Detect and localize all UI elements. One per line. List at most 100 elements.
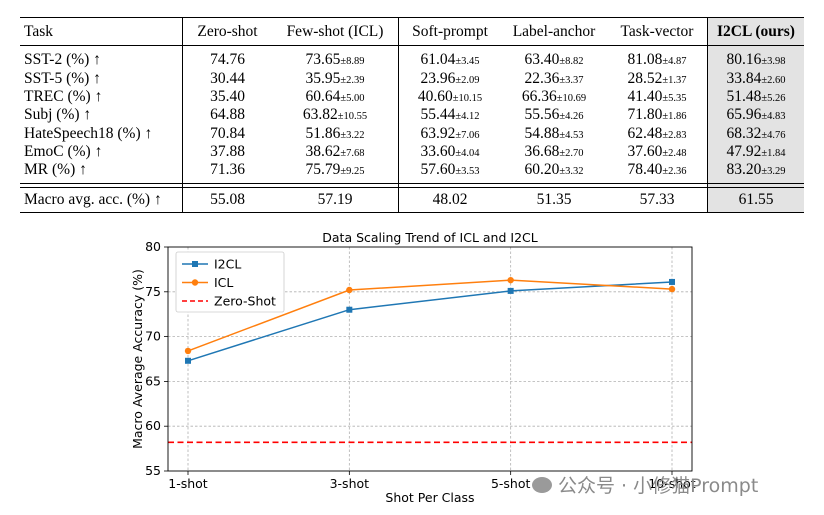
cell-few-shot-pm: ± [340, 74, 347, 86]
cell-label-anchor-std: 3.32 [565, 166, 584, 178]
divider-cell [272, 183, 399, 188]
cell-few-shot-std: 2.39 [346, 74, 365, 86]
cell-task-value: Subj (%) ↑ [24, 106, 92, 124]
cell-soft-prompt: 40.60±10.15 [399, 88, 502, 106]
watermark-text: 公众号 · 小修猫Prompt [558, 475, 759, 497]
cell-task: EmoC (%) ↑ [20, 142, 183, 161]
cell-zero-shot: 35.40 [183, 88, 273, 106]
cell-label-anchor-std: 4.53 [565, 129, 584, 141]
legend-label: ICL [214, 275, 233, 290]
cell-few-shot: 75.79±9.25 [272, 160, 399, 184]
divider-cell [182, 183, 272, 188]
cell-task-value: SST-2 (%) ↑ [24, 51, 101, 69]
cell-few-shot: 51.86±3.22 [272, 124, 399, 143]
cell-task-vector-pm: ± [662, 74, 669, 86]
cell-task-vector-std: 1.86 [668, 111, 687, 123]
cell-few-shot-pm: ± [337, 111, 344, 123]
cell-label-anchor: 36.68±2.70 [501, 142, 607, 160]
cell-task-vector: 37.60±2.48 [607, 142, 708, 161]
cell-task: SST-2 (%) ↑ [20, 45, 183, 70]
cell-i2cl-value: 65.96 [726, 106, 762, 124]
wechat-icon [532, 477, 552, 493]
table-row: EmoC (%) ↑ 37.88 38.62±7.68 33.60 ±4.04 36.68… [20, 142, 804, 161]
cell-soft-prompt: 61.04±3.45 [399, 46, 502, 70]
cell-task-value: SST-5 (%) ↑ [24, 69, 101, 87]
cell-zero-shot-value: 37.88 [210, 142, 245, 160]
data-point-i2cl [185, 357, 191, 364]
cell-soft-prompt-std: 4.04 [461, 147, 480, 159]
cell-few-shot-pm: ± [340, 129, 347, 141]
table-row: SST-2 (%) ↑ 74.76 73.65±8.89 61.04±3.45 63.4… [20, 45, 804, 70]
cell-task-vector-pm: ± [662, 56, 669, 68]
cell-few-shot: 38.62±7.68 [272, 142, 399, 161]
cell-zero-shot-value: 70.84 [210, 124, 245, 142]
data-point-i2cl [507, 287, 514, 294]
cell-soft-prompt-value: 57.60 [420, 161, 456, 179]
cell-task-vector-value: 41.40 [627, 87, 663, 105]
cell-label-anchor: 22.36±3.37 [501, 69, 607, 87]
avg-task-value: Macro avg. acc. (%) ↑ [24, 191, 162, 209]
cell-label-anchor-value: 60.20 [524, 161, 560, 179]
legend-label: I2CL [214, 257, 241, 272]
cell-task-vector: 62.48±2.83 [607, 124, 708, 143]
cell-i2cl-value: 33.84 [726, 69, 762, 87]
cell-i2cl-std: 1.84 [767, 147, 786, 159]
cell-label-anchor-pm: ± [559, 166, 566, 178]
cell-soft-prompt-pm: ± [452, 92, 459, 104]
cell-i2cl: 51.48±5.26 [707, 87, 804, 106]
y-tick-label: 75 [145, 284, 161, 299]
legend-box [175, 251, 285, 313]
cell-few-shot-std: 10.55 [343, 111, 368, 123]
cell-soft-prompt-value: 55.44 [420, 106, 456, 124]
cell-task-vector-value: 78.40 [627, 161, 663, 179]
cell-few-shot-value: 73.65 [305, 51, 341, 69]
cell-i2cl: 80.16±3.98 [707, 45, 804, 70]
cell-zero-shot: 64.88 [183, 106, 273, 124]
cell-label-anchor: 60.20±3.32 [501, 161, 607, 184]
cell-task-vector-value: 81.08 [627, 51, 663, 69]
cell-zero-shot-value: 35.40 [210, 87, 245, 105]
cell-label-anchor-std: 2.70 [565, 147, 584, 159]
x-tick-label: 5-shot [491, 476, 531, 491]
divider-cell [501, 183, 607, 188]
cell-i2cl-value: 83.20 [726, 161, 762, 179]
cell-task-vector-value: 71.80 [627, 106, 663, 124]
cell-i2cl: 68.32±4.76 [707, 124, 804, 143]
cell-task-vector-pm: ± [662, 111, 669, 123]
cell-soft-prompt: 63.92±7.06 [399, 124, 502, 142]
cell-zero-shot-value: 74.76 [210, 51, 245, 69]
cell-task-vector-std: 5.35 [668, 92, 687, 104]
cell-task-vector-std: 2.83 [668, 129, 687, 141]
results-table: Task Zero-shot Few-shot (ICL) Soft-promp… [20, 17, 804, 214]
cell-soft-prompt-std: 2.09 [461, 74, 480, 86]
avg-task-vector-value: 57.33 [639, 191, 675, 209]
cell-task-vector: 78.40±2.36 [607, 160, 708, 184]
cell-label-anchor-pm: ± [556, 92, 563, 104]
cell-task-vector-pm: ± [662, 147, 669, 159]
header-task-vector: Task-vector [607, 17, 708, 46]
cell-task-vector-pm: ± [662, 129, 669, 141]
cell-task-vector-std: 2.48 [668, 147, 687, 159]
cell-task-vector-value: 37.60 [627, 142, 663, 160]
table-row: Subj (%) ↑ 64.88 63.82±10.55 55.44±4.12 55.5… [20, 105, 804, 125]
header-task: Task [20, 17, 183, 46]
data-point-i2cl [346, 306, 353, 313]
chart-title: Data Scaling Trend of ICL and I2CL [322, 230, 537, 245]
table-divider [20, 183, 804, 188]
cell-zero-shot-value: 30.44 [210, 69, 245, 87]
x-tick-label: 1-shot [168, 476, 208, 491]
cell-i2cl-pm: ± [761, 111, 768, 123]
cell-zero-shot: 37.88 [183, 142, 273, 160]
header-few-shot: Few-shot (ICL) [272, 17, 399, 46]
cell-label-anchor-pm: ± [559, 111, 566, 123]
x-axis-label: Shot Per Class [385, 490, 474, 505]
avg-few-shot: 57.19 [272, 187, 399, 214]
divider-cell [20, 183, 183, 188]
cell-soft-prompt-value: 33.60 [420, 142, 456, 160]
cell-few-shot-value: 35.95 [305, 69, 341, 87]
cell-task-value: MR (%) ↑ [24, 161, 87, 179]
cell-task-value: EmoC (%) ↑ [24, 142, 103, 160]
cell-few-shot: 63.82±10.55 [272, 105, 399, 125]
cell-label-anchor-std: 8.82 [565, 56, 584, 68]
table-average-row: Macro avg. acc. (%) ↑ 55.08 57.19 48.02 51.3… [20, 187, 804, 214]
